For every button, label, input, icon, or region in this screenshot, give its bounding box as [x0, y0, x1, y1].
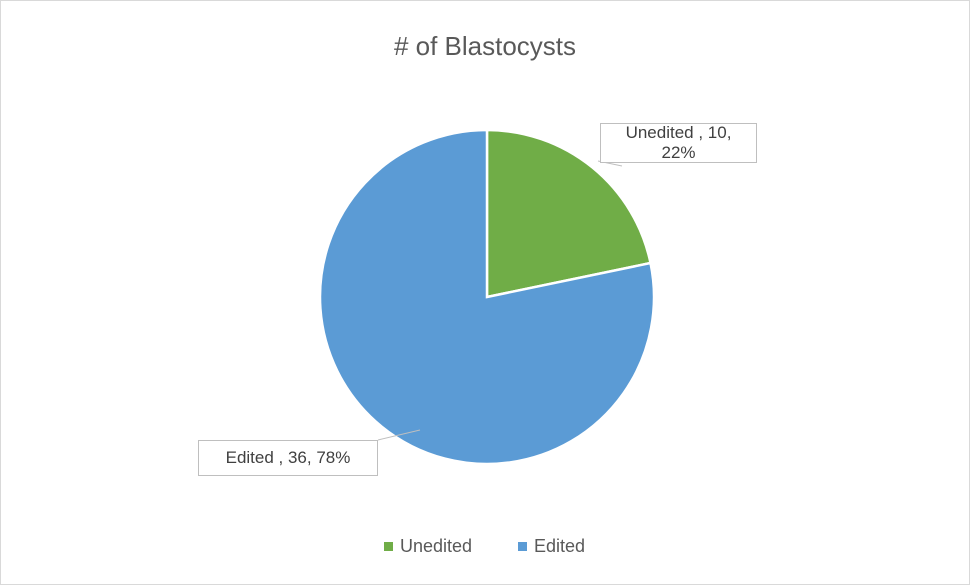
legend-label: Unedited [400, 536, 472, 556]
data-label: Edited , 36, 78% [198, 440, 378, 476]
legend-swatch [518, 542, 527, 551]
legend-label: Edited [534, 536, 585, 556]
data-label: Unedited , 10, 22% [600, 123, 757, 163]
legend-swatch [384, 542, 393, 551]
pie-slice [485, 128, 652, 299]
leader-line [377, 429, 421, 441]
chart-title: # of Blastocysts [394, 31, 576, 61]
pie-slice [318, 128, 656, 466]
